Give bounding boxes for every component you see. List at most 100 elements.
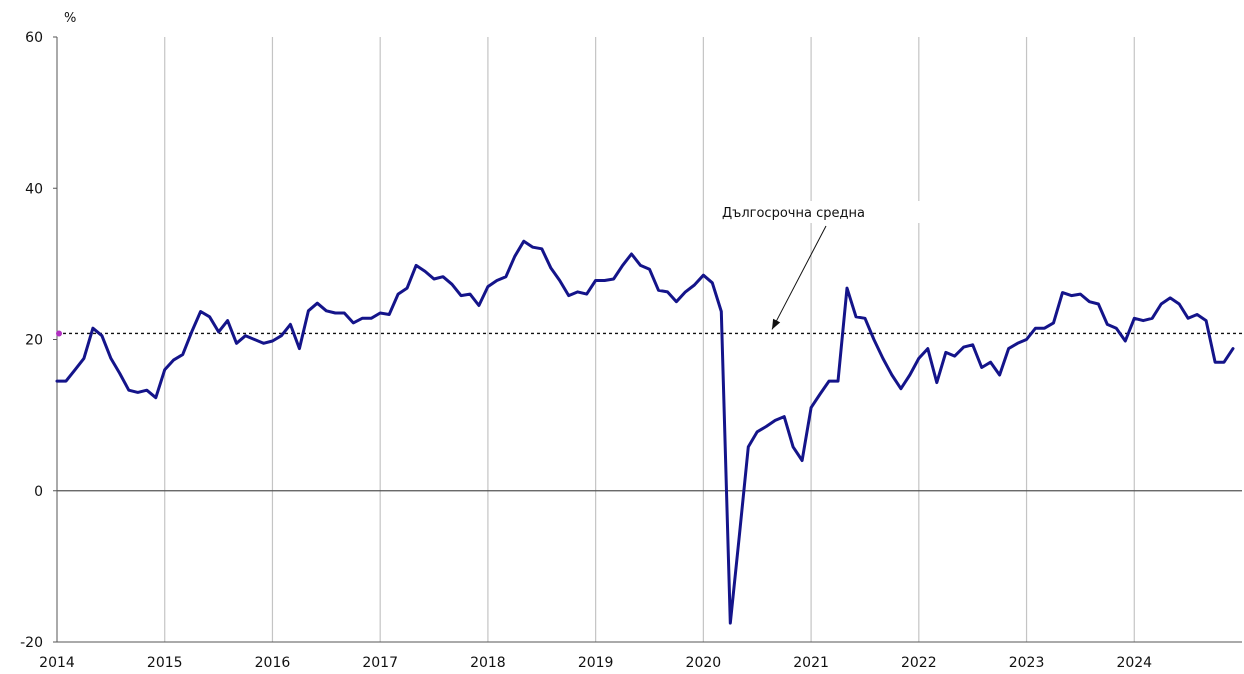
data-point-2023-02	[1034, 327, 1037, 330]
y-tick-label: 20	[25, 333, 43, 349]
data-point-2016-11	[361, 317, 364, 320]
data-point-2022-03	[936, 381, 938, 384]
data-point-2023-07	[1079, 293, 1082, 295]
data-point-2015-06	[208, 316, 211, 318]
data-point-2024-03	[1151, 317, 1153, 320]
data-point-2018-03	[505, 275, 507, 278]
annotation-arrowhead	[772, 318, 781, 330]
data-point-2021-06	[855, 316, 857, 318]
x-tick-label: 2024	[1116, 655, 1152, 671]
data-point-2022-07	[971, 344, 974, 346]
data-point-2018-12	[585, 293, 588, 295]
data-point-2021-11	[900, 387, 902, 390]
data-point-2017-11	[469, 293, 471, 295]
data-point-2016-03	[289, 323, 292, 326]
data-point-2019-09	[666, 291, 669, 293]
data-point-2024-10	[1214, 361, 1216, 364]
data-point-2024-12	[1232, 347, 1234, 350]
data-point-2019-02	[603, 279, 606, 282]
data-point-2023-12	[1124, 340, 1127, 342]
data-point-2021-08	[873, 338, 875, 341]
data-point-2020-06	[747, 446, 750, 448]
data-point-2020-01	[702, 274, 705, 277]
data-point-2020-05	[738, 535, 741, 537]
data-point-2019-12	[693, 284, 696, 286]
data-point-2014-12	[155, 396, 157, 399]
data-point-2023-09	[1097, 303, 1100, 305]
data-point-2019-08	[657, 289, 660, 292]
series-line	[55, 239, 1235, 625]
series-points	[56, 240, 1234, 624]
data-point-2020-12	[801, 459, 803, 462]
data-point-2018-08	[549, 266, 552, 269]
data-point-2021-05	[846, 287, 848, 289]
data-point-2018-10	[567, 294, 570, 297]
data-point-2022-05	[953, 355, 956, 357]
x-tick-label: 2020	[686, 655, 722, 671]
data-point-2016-10	[352, 322, 355, 324]
data-point-2020-02	[711, 282, 714, 284]
data-point-2014-11	[146, 389, 148, 392]
vertical-gridlines	[164, 37, 1135, 642]
data-point-2014-08	[119, 372, 121, 375]
data-point-2021-12	[909, 374, 911, 376]
data-point-2020-04	[729, 622, 732, 624]
data-point-2022-08	[980, 366, 983, 369]
data-point-2015-07	[217, 331, 220, 333]
data-point-2022-10	[998, 374, 1001, 376]
data-point-2021-02	[819, 393, 821, 395]
data-point-2018-02	[496, 279, 498, 282]
data-point-2023-03	[1043, 327, 1046, 330]
data-point-2024-09	[1205, 319, 1207, 322]
data-point-2020-11	[792, 446, 794, 448]
data-point-2021-07	[864, 317, 866, 320]
data-point-2015-08	[226, 319, 229, 322]
data-point-2015-10	[244, 334, 247, 337]
data-point-2020-09	[774, 419, 776, 422]
data-point-2022-12	[1016, 342, 1019, 345]
data-point-2014-02	[65, 380, 67, 382]
data-point-2015-09	[235, 342, 238, 345]
data-point-2014-10	[137, 391, 139, 394]
data-point-2016-12	[370, 317, 373, 320]
data-point-2021-09	[882, 357, 884, 360]
data-point-2019-03	[612, 278, 615, 280]
data-point-2018-01	[487, 285, 489, 288]
data-point-2014-06	[101, 334, 103, 337]
x-tick-labels: 2014 2015 2016 2017 2018 2019 2020 2021 2022 2023…	[39, 655, 1152, 671]
data-point-2021-03	[828, 380, 830, 382]
average-annotation-label: Дългосрочна средна	[722, 206, 865, 221]
data-point-2017-01	[379, 312, 382, 314]
data-point-2024-02	[1142, 319, 1144, 322]
data-point-2016-01	[271, 340, 274, 342]
data-point-2020-08	[765, 425, 767, 428]
data-point-2017-06	[424, 270, 426, 273]
x-tick-label: 2021	[793, 655, 829, 671]
data-point-2016-08	[334, 312, 337, 314]
data-point-2016-02	[280, 334, 283, 337]
y-tick-label: -20	[20, 635, 43, 651]
data-point-2019-05	[630, 253, 633, 255]
data-point-2022-11	[1007, 347, 1010, 350]
annotation-background	[716, 201, 928, 223]
x-tick-label: 2017	[362, 655, 398, 671]
data-point-2017-08	[442, 275, 444, 278]
data-point-2022-09	[989, 361, 992, 364]
data-point-2017-12	[478, 304, 480, 307]
data-point-2018-04	[514, 255, 516, 258]
data-point-2017-09	[451, 283, 453, 286]
average-start-marker	[56, 330, 62, 337]
data-point-2019-06	[639, 264, 642, 267]
data-point-2020-03	[720, 310, 723, 313]
data-point-2023-01	[1025, 338, 1028, 341]
x-tick-label: 2019	[578, 655, 614, 671]
y-tick-labels: -20 0 20 40 60	[20, 30, 57, 651]
data-point-2018-05	[523, 240, 525, 242]
data-point-2016-06	[316, 302, 319, 305]
data-point-2016-09	[343, 312, 346, 314]
data-point-2017-03	[397, 293, 399, 295]
data-point-2016-04	[298, 347, 301, 350]
data-point-2024-06	[1178, 303, 1180, 305]
data-point-2019-04	[621, 264, 624, 267]
